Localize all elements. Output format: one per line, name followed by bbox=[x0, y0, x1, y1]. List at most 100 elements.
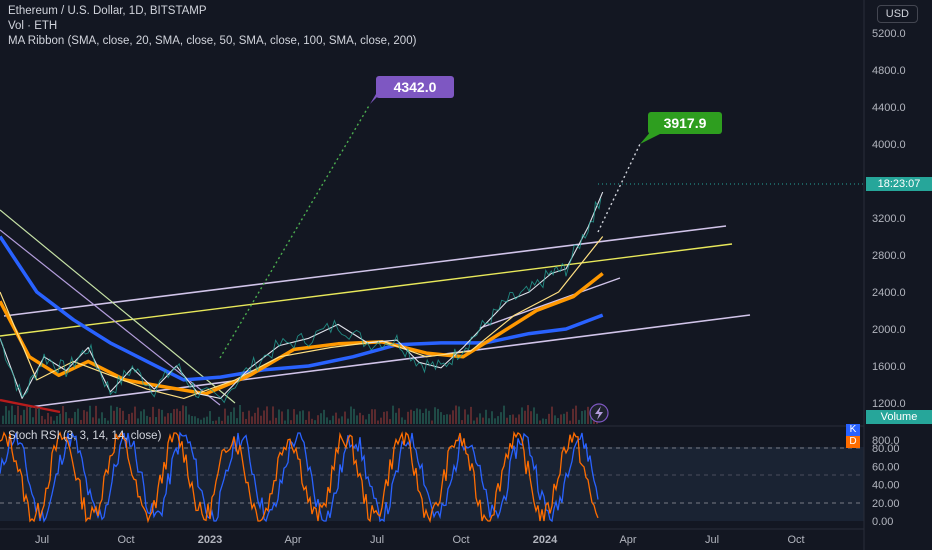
stoch-tick-label: 40.00 bbox=[872, 480, 900, 492]
volume-bar bbox=[422, 413, 424, 424]
ma100-line[interactable] bbox=[0, 235, 604, 382]
volume-bar bbox=[116, 406, 118, 424]
callout-4342[interactable]: 4342.0 bbox=[370, 76, 454, 104]
volume-bar bbox=[92, 417, 94, 424]
callout-box[interactable] bbox=[376, 76, 454, 98]
stoch-k-line[interactable] bbox=[0, 430, 599, 523]
volume-bar bbox=[545, 418, 547, 424]
volume-bar bbox=[182, 405, 184, 424]
volume-bar bbox=[335, 412, 337, 424]
volume-bar bbox=[83, 410, 85, 424]
stoch-tick-label: 80.00 bbox=[872, 443, 900, 455]
volume-bar bbox=[563, 413, 565, 424]
volume-bar bbox=[410, 409, 412, 424]
volume-bar bbox=[458, 406, 460, 424]
volume-bar bbox=[227, 415, 229, 424]
volume-bar bbox=[548, 413, 550, 424]
volume-bar bbox=[242, 411, 244, 424]
channel-upper-line[interactable] bbox=[3, 225, 727, 317]
callout-label-1: 4342.0 bbox=[394, 79, 437, 95]
volume-bar bbox=[362, 415, 364, 424]
volume-bar bbox=[101, 412, 103, 424]
volume-bar bbox=[464, 409, 466, 424]
lightning-icon bbox=[595, 406, 603, 420]
volume-bar bbox=[380, 417, 382, 424]
volume-bar bbox=[494, 418, 496, 424]
volume-bar bbox=[488, 418, 490, 424]
volume-bar bbox=[317, 415, 319, 424]
legend-volume[interactable]: Vol · ETH bbox=[8, 20, 58, 32]
price-axis[interactable]: 5200.04800.04400.04000.03600.03200.02800… bbox=[872, 28, 906, 447]
trend-channels[interactable] bbox=[0, 209, 751, 414]
projection-line-2[interactable] bbox=[597, 143, 641, 233]
volume-bar bbox=[191, 416, 193, 424]
volume-bar bbox=[23, 409, 25, 424]
volume-bar bbox=[353, 408, 355, 424]
volume-bar bbox=[452, 410, 454, 424]
time-axis[interactable]: Jul Oct 2023 Apr Jul Oct 2024 Apr Jul Oct bbox=[35, 534, 805, 546]
volume-bar bbox=[368, 413, 370, 424]
price-tick-label: 4400.0 bbox=[872, 102, 906, 114]
volume-bar bbox=[236, 418, 238, 424]
volume-bar bbox=[398, 408, 400, 424]
yellow-trendline[interactable] bbox=[0, 243, 733, 337]
volume-bar bbox=[62, 406, 64, 424]
main-pane[interactable] bbox=[0, 0, 864, 425]
volume-bar bbox=[266, 406, 268, 424]
volume-bar bbox=[47, 412, 49, 424]
volume-bar bbox=[455, 405, 457, 424]
volume-bar bbox=[161, 409, 163, 424]
time-tick-label: Oct bbox=[452, 534, 469, 546]
volume-bar bbox=[140, 411, 142, 424]
legend-symbol[interactable]: Ethereum / U.S. Dollar, 1D, BITSTAMP bbox=[8, 5, 207, 17]
legend-stoch-rsi[interactable]: Stoch RSI (3, 3, 14, 14, close) bbox=[8, 430, 162, 442]
volume-bar bbox=[194, 416, 196, 424]
volume-bar bbox=[146, 415, 148, 424]
channel-mid-line[interactable] bbox=[479, 277, 621, 329]
stoch-d-line[interactable] bbox=[0, 430, 599, 524]
volume-bar bbox=[443, 414, 445, 424]
legend-ma-ribbon[interactable]: MA Ribbon (SMA, close, 20, SMA, close, 5… bbox=[8, 35, 417, 47]
volume-bar bbox=[515, 417, 517, 424]
volume-bar bbox=[497, 416, 499, 424]
volume-bar bbox=[383, 411, 385, 424]
volume-bar bbox=[233, 407, 235, 424]
volume-bar bbox=[416, 408, 418, 424]
volume-bar bbox=[509, 414, 511, 424]
volume-bar bbox=[293, 409, 295, 424]
volume-bar bbox=[212, 420, 214, 424]
volume-bar bbox=[329, 420, 331, 424]
stoch-k-tag: K bbox=[846, 424, 860, 436]
stoch-axis[interactable]: 80.00 60.00 40.00 20.00 0.00 bbox=[872, 443, 900, 528]
volume-bar bbox=[32, 417, 34, 424]
volume-bar bbox=[251, 416, 253, 424]
projection-line-1[interactable] bbox=[219, 103, 371, 359]
price-line[interactable] bbox=[0, 191, 604, 399]
volume-bar bbox=[170, 413, 172, 424]
volume-bar bbox=[431, 420, 433, 424]
volume-bar bbox=[20, 415, 22, 424]
volume-bar bbox=[224, 408, 226, 424]
time-tick-label: Jul bbox=[370, 534, 384, 546]
channel-lower-line[interactable] bbox=[29, 314, 751, 408]
volume-bar bbox=[269, 420, 271, 424]
descending-line-2[interactable] bbox=[0, 209, 236, 404]
volume-bar bbox=[17, 405, 19, 424]
price-tick-label: 1200.0 bbox=[872, 398, 906, 410]
alert-icon[interactable] bbox=[589, 403, 609, 423]
volume-bar bbox=[44, 419, 46, 424]
volume-bar bbox=[176, 408, 178, 424]
volume-bar bbox=[80, 419, 82, 424]
volume-bar bbox=[155, 417, 157, 424]
ma50-line[interactable] bbox=[0, 272, 604, 396]
price-candles[interactable] bbox=[0, 198, 602, 404]
volume-bar bbox=[584, 410, 586, 424]
volume-bar bbox=[290, 420, 292, 424]
currency-button[interactable]: USD bbox=[876, 5, 918, 23]
callout-box[interactable] bbox=[648, 112, 722, 134]
ma20-line[interactable] bbox=[0, 236, 604, 399]
volume-bar bbox=[230, 411, 232, 424]
callout-3917[interactable]: 3917.9 bbox=[640, 112, 722, 144]
price-tick-label: 3200.0 bbox=[872, 213, 906, 225]
